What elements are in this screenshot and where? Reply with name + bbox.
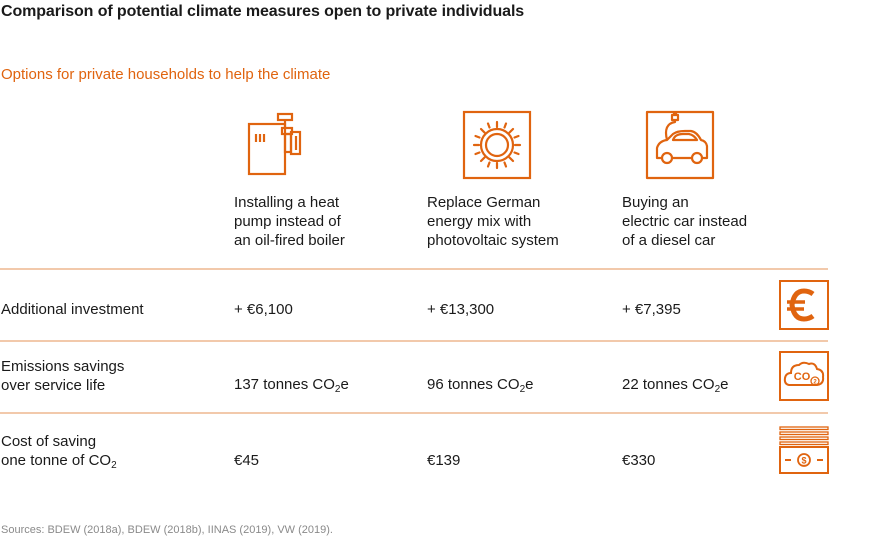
cell-emissions-photovoltaic: 96 tonnes CO2e [427, 375, 534, 395]
option-label-line: an oil-fired boiler [234, 232, 345, 249]
option-label-line: Buying an [622, 194, 689, 211]
electric-car-icon [645, 110, 715, 180]
euro-icon [779, 280, 829, 330]
subtitle: Options for private households to help t… [1, 66, 331, 83]
subscript: 2 [714, 384, 721, 395]
row-label-line: Emissions savings [1, 358, 125, 375]
svg-text:2: 2 [813, 380, 817, 386]
co2-cloud-icon: CO 2 [779, 351, 829, 401]
value-suffix: e [340, 376, 349, 393]
cell-cost-heat-pump: €45 [234, 452, 260, 469]
subscript: 2 [334, 384, 341, 395]
cell-investment-electric-car: + €7,395 [622, 301, 681, 318]
option-label-line: Replace German [427, 194, 541, 211]
value-text: 137 tonnes CO [234, 376, 335, 393]
svg-text:$: $ [801, 456, 806, 466]
option-label-photovoltaic: Replace German energy mix with photovolt… [427, 193, 597, 250]
option-label-electric-car: Buying an electric car instead of a dies… [622, 193, 792, 250]
sun-icon [462, 110, 532, 180]
row-label-line: over service life [1, 377, 106, 394]
svg-text:CO: CO [794, 371, 811, 383]
subscript: 2 [111, 460, 117, 471]
divider [0, 268, 828, 270]
value-text: 22 tonnes CO [622, 376, 715, 393]
cell-cost-electric-car: €330 [622, 452, 656, 469]
row-label-emissions: Emissions savings over service life [1, 357, 124, 395]
option-label-heat-pump: Installing a heat pump instead of an oil… [234, 193, 404, 250]
option-label-line: pump instead of [234, 213, 341, 230]
option-label-line: electric car instead [622, 213, 748, 230]
row-label-line: one tonne of CO2 [1, 451, 117, 471]
heat-pump-icon [238, 110, 308, 180]
row-label-cost: Cost of saving one tonne of CO2 [1, 432, 117, 471]
cell-emissions-heat-pump: 137 tonnes CO2e [234, 375, 349, 395]
row-label-text: one tonne of CO [1, 452, 112, 469]
row-label-line: Cost of saving [1, 433, 97, 450]
value-suffix: e [720, 376, 729, 393]
cell-investment-photovoltaic: + €13,300 [427, 301, 495, 318]
subscript: 2 [519, 384, 526, 395]
cell-emissions-electric-car: 22 tonnes CO2e [622, 375, 729, 395]
row-label-investment: Additional investment [1, 300, 144, 319]
option-label-line: Installing a heat [234, 194, 340, 211]
option-label-line: of a diesel car [622, 232, 716, 249]
value-suffix: e [525, 376, 534, 393]
value-text: 96 tonnes CO [427, 376, 520, 393]
cell-investment-heat-pump: + €6,100 [234, 301, 293, 318]
option-label-line: energy mix with [427, 213, 532, 230]
row-label-line: Additional investment [1, 301, 144, 318]
cell-cost-photovoltaic: €139 [427, 452, 461, 469]
source-note: Sources: BDEW (2018a), BDEW (2018b), IIN… [1, 524, 333, 536]
divider [0, 412, 828, 414]
page-title: Comparison of potential climate measures… [1, 3, 525, 20]
banknote-icon: $ [779, 425, 829, 475]
divider [0, 340, 828, 342]
option-label-line: photovoltaic system [427, 232, 559, 249]
